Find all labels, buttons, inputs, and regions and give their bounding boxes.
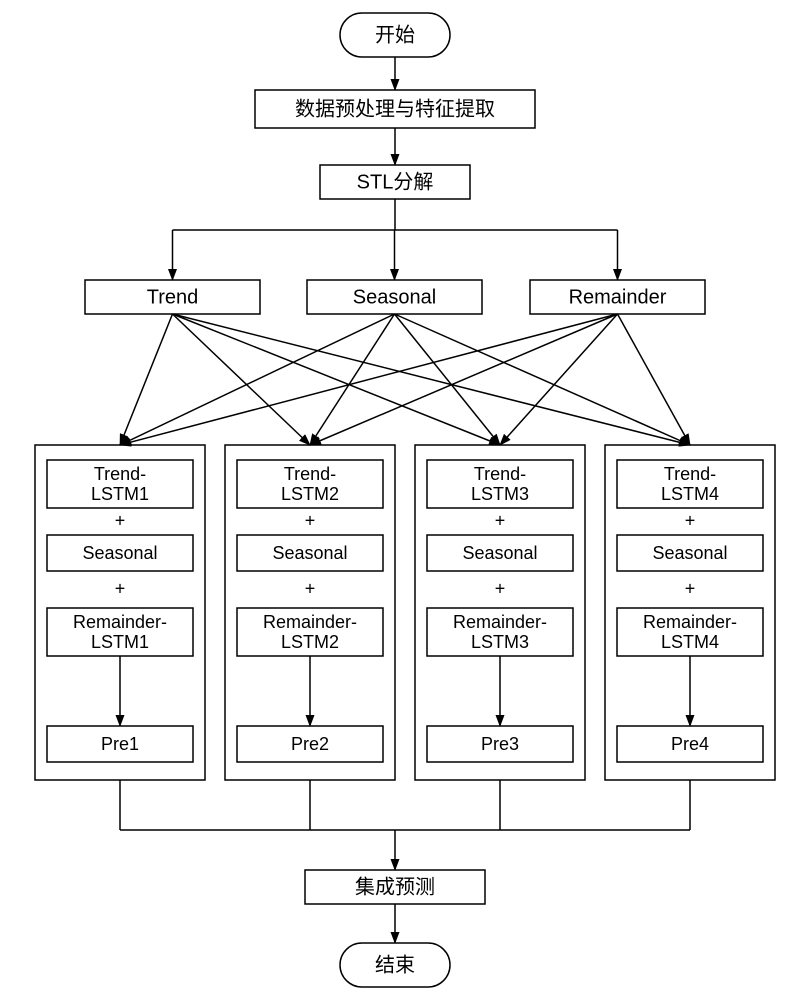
branch-1-trend-l1: Trend- [94,464,146,484]
branch-2-remainder-l1: Remainder- [263,612,357,632]
edge-comp2-b2 [500,314,618,445]
edge-comp2-b1 [310,314,618,445]
branch-2-pre-label: Pre2 [291,734,329,754]
branch-3-remainder-l2: LSTM3 [471,632,529,652]
edge-comp0-b3 [173,314,691,445]
branch-3-remainder-l1: Remainder- [453,612,547,632]
branch-2-seasonal-label: Seasonal [272,543,347,563]
edge-comp2-b3 [618,314,691,445]
branch-3-trend-l2: LSTM3 [471,484,529,504]
branch-2-trend-l2: LSTM2 [281,484,339,504]
branch-2-plus2: + [305,578,316,598]
branch-3-pre-label: Pre3 [481,734,519,754]
edge-comp1-b2 [395,314,501,445]
branch-3-plus2: + [495,578,506,598]
stl-node-label: STL分解 [357,170,434,193]
edge-comp1-b0 [120,314,395,445]
remainder-node-label: Remainder [569,286,667,308]
branch-4-pre-label: Pre4 [671,734,709,754]
branch-1-remainder-l1: Remainder- [73,612,167,632]
branch-2-remainder-l2: LSTM2 [281,632,339,652]
branch-1-remainder-l2: LSTM1 [91,632,149,652]
edge-comp0-b0 [120,314,173,445]
branch-4-seasonal-label: Seasonal [652,543,727,563]
branch-3-seasonal-label: Seasonal [462,543,537,563]
branch-1-plus2: + [115,578,126,598]
edge-comp0-b2 [173,314,501,445]
branch-2-trend-l1: Trend- [284,464,336,484]
branch-4-remainder-l1: Remainder- [643,612,737,632]
branch-1-trend-l2: LSTM1 [91,484,149,504]
branch-4-trend-l2: LSTM4 [661,484,719,504]
branch-4-remainder-l2: LSTM4 [661,632,719,652]
branch-1-seasonal-label: Seasonal [82,543,157,563]
branch-1-plus1: + [115,510,126,530]
branch-3-trend-l1: Trend- [474,464,526,484]
branch-4-plus1: + [685,510,696,530]
start-node-label: 开始 [375,23,415,46]
branch-4-trend-l1: Trend- [664,464,716,484]
ensemble-node-label: 集成预测 [355,875,435,898]
branch-3-plus1: + [495,510,506,530]
preprocess-node-label: 数据预处理与特征提取 [295,97,495,120]
branch-1-pre-label: Pre1 [101,734,139,754]
trend-node-label: Trend [147,286,199,308]
branch-4-plus2: + [685,578,696,598]
branch-2-plus1: + [305,510,316,530]
seasonal-node-label: Seasonal [353,286,436,308]
end-node-label: 结束 [375,953,415,976]
